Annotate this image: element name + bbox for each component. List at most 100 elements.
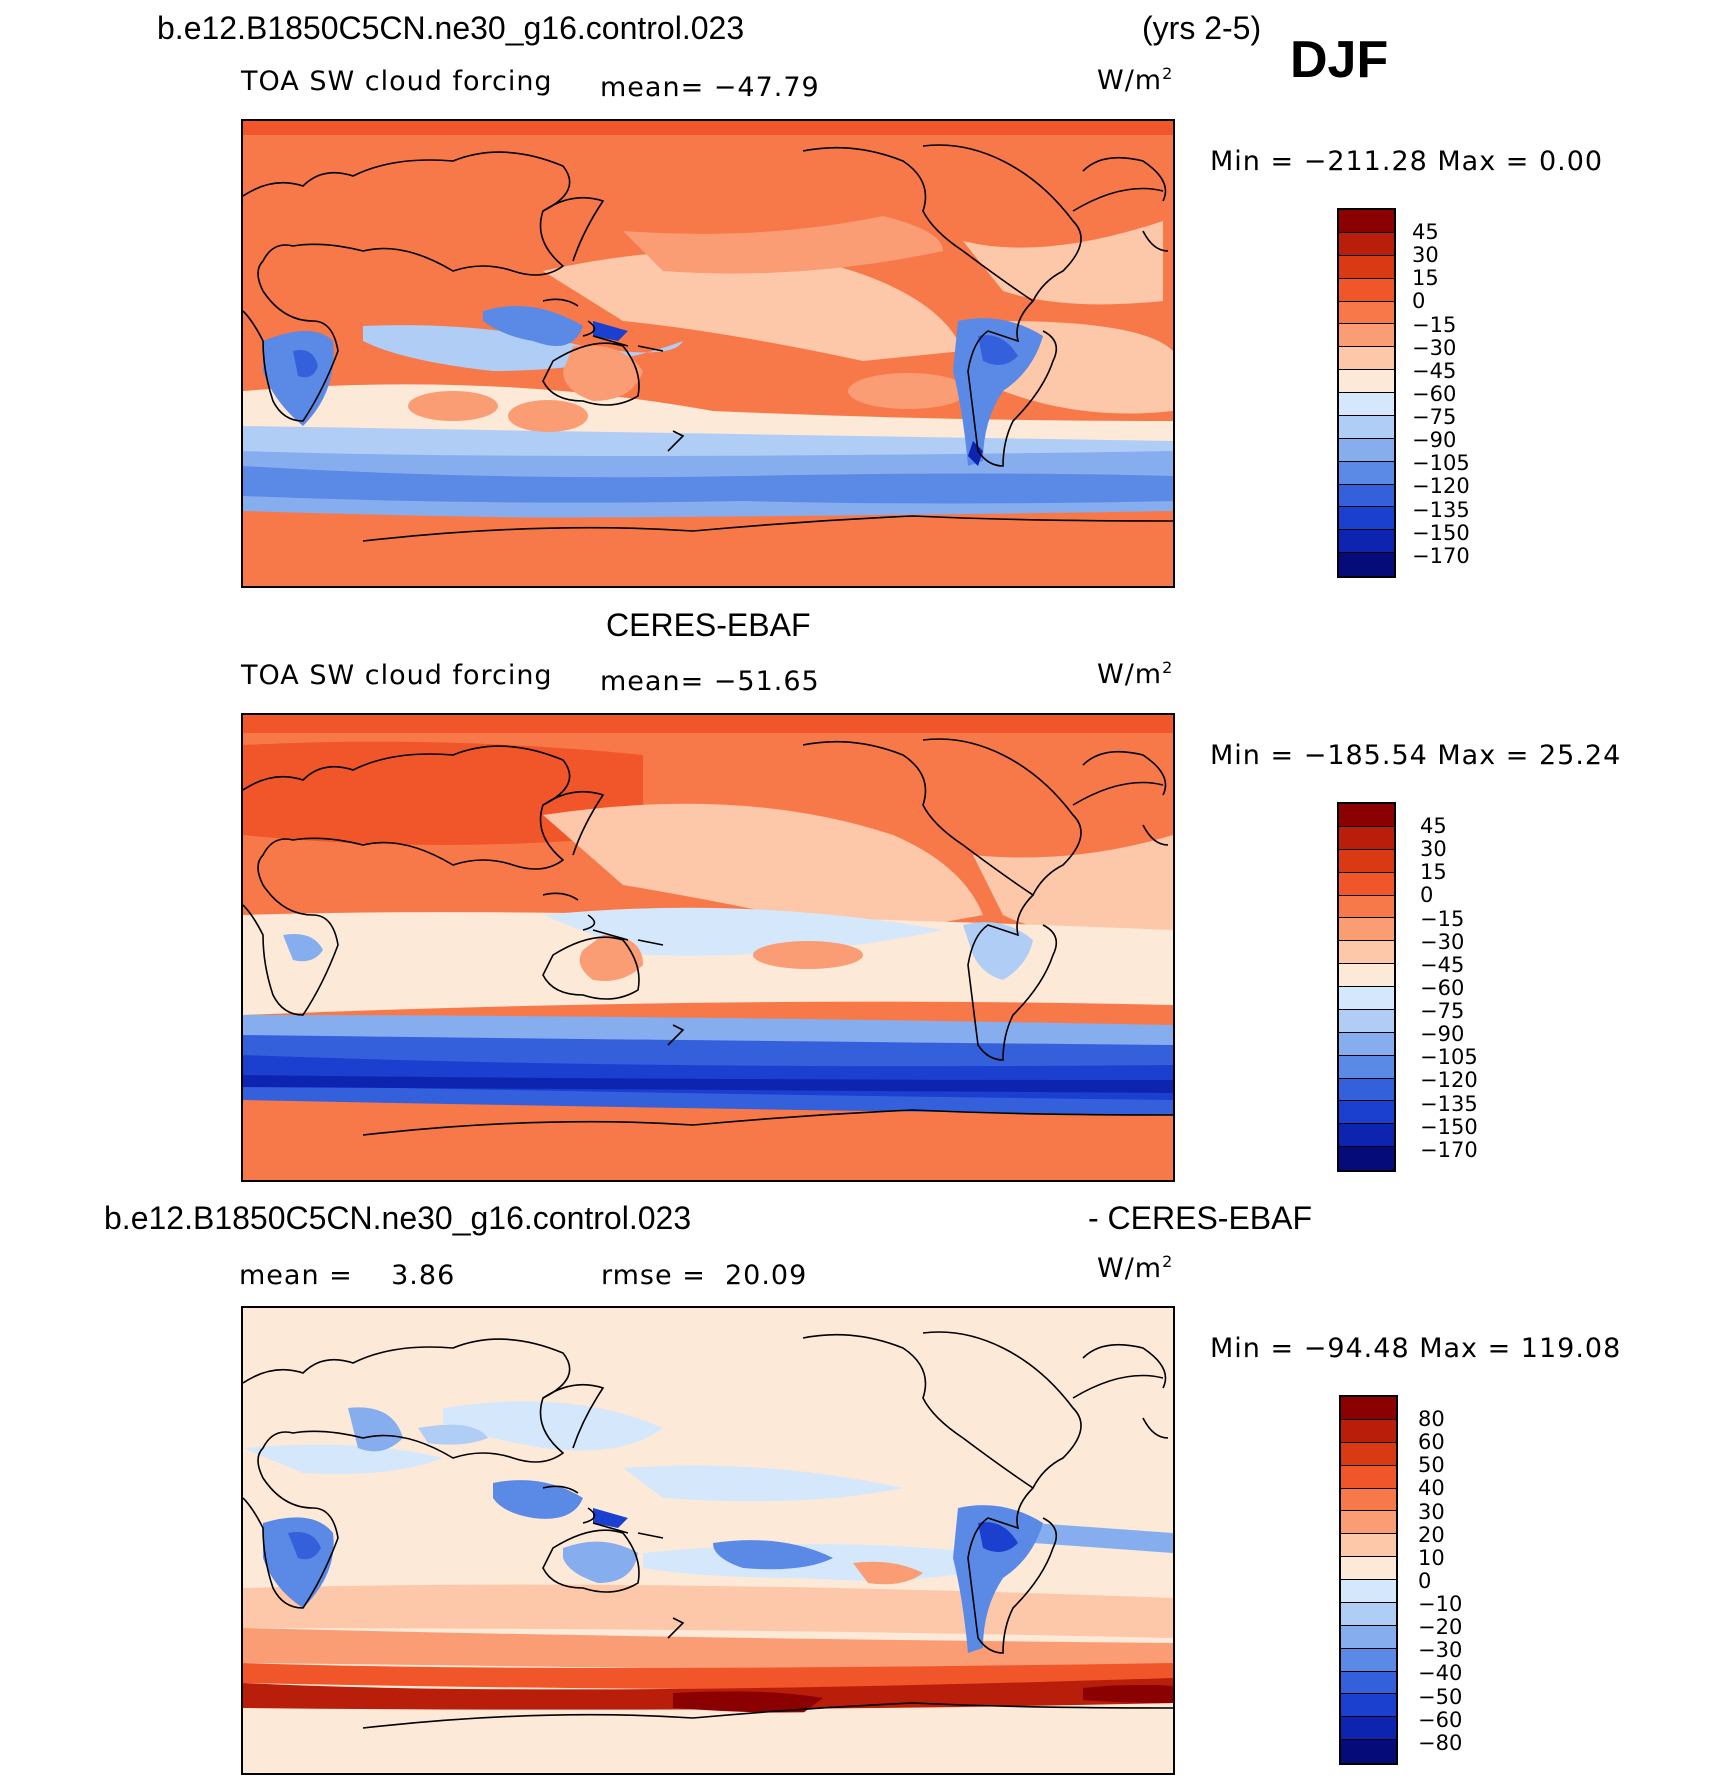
colorbar-tick-label: −150	[1412, 520, 1470, 545]
colorbar-swatch	[1339, 1078, 1394, 1102]
colorbar-tick-label: −30	[1420, 929, 1465, 954]
colorbar-swatch	[1339, 918, 1394, 942]
colorbar-tick-label: 40	[1418, 1476, 1445, 1501]
colorbar-swatch	[1339, 530, 1394, 554]
panel2-mean-label: mean=	[600, 666, 705, 697]
colorbar-tick-label: 50	[1418, 1453, 1445, 1478]
colorbar-tick-label: −90	[1412, 428, 1457, 453]
colorbar-swatch	[1339, 255, 1394, 279]
colorbar-swatch	[1341, 1648, 1396, 1672]
panel3-mean-label: mean =	[239, 1260, 353, 1291]
panel3-rmse: rmse = 20.09	[601, 1260, 807, 1291]
colorbar-swatch	[1341, 1419, 1396, 1443]
colorbar-tick-label: −30	[1418, 1638, 1463, 1663]
colorbar-swatch	[1341, 1602, 1396, 1626]
panel2-units-base: W/m	[1097, 659, 1163, 690]
colorbar-swatch	[1339, 826, 1394, 850]
colorbar-swatch	[1341, 1465, 1396, 1489]
colorbar-swatch	[1339, 232, 1394, 256]
colorbar-tick-label: 20	[1418, 1522, 1445, 1547]
colorbar-swatch	[1339, 370, 1394, 393]
colorbar-tick-label: −170	[1420, 1137, 1478, 1162]
panel3-rmse-label: rmse =	[601, 1260, 706, 1291]
panel1-map	[241, 119, 1175, 588]
colorbar-tick-label: −30	[1412, 335, 1457, 360]
panel3-mean: mean = 3.86	[239, 1260, 455, 1291]
colorbar-swatch	[1339, 484, 1394, 508]
colorbar-tick-label: 30	[1418, 1499, 1445, 1524]
colorbar-swatch	[1339, 1101, 1394, 1125]
colorbar-tick-label: −40	[1418, 1661, 1463, 1686]
panel2-map	[241, 713, 1175, 1182]
panel2-title: CERES-EBAF	[606, 607, 811, 643]
colorbar-swatch	[1339, 895, 1394, 919]
colorbar-tick-label: 80	[1418, 1407, 1445, 1431]
colorbar-swatch	[1339, 553, 1394, 576]
colorbar-tick-label: −45	[1412, 358, 1457, 383]
panel1-mean-value: −47.79	[713, 72, 820, 103]
panel3-title-right: - CERES-EBAF	[1088, 1200, 1313, 1236]
colorbar-tick-label: −15	[1420, 906, 1465, 931]
colorbar-tick-label: −120	[1420, 1068, 1478, 1093]
colorbar-swatch	[1339, 438, 1394, 462]
colorbar-swatch	[1339, 872, 1394, 896]
colorbar-swatch	[1341, 1740, 1396, 1763]
colorbar-swatch	[1339, 210, 1394, 233]
colorbar-tick-label: 30	[1420, 837, 1447, 862]
colorbar-tick-label: −75	[1412, 405, 1457, 429]
panel2-variable: TOA SW cloud forcing	[241, 660, 553, 691]
colorbar-tick-label: −15	[1412, 312, 1457, 337]
colorbar-tick-label: −120	[1412, 474, 1470, 499]
colorbar-tick-label: −90	[1420, 1022, 1465, 1047]
panel1-units-base: W/m	[1097, 65, 1163, 96]
colorbar-tick-label: −60	[1420, 975, 1465, 1000]
colorbar-swatch	[1341, 1397, 1396, 1420]
colorbar-swatch	[1341, 1534, 1396, 1558]
colorbar-tick-label: −80	[1418, 1730, 1463, 1755]
colorbar-tick-label: 0	[1412, 289, 1426, 314]
colorbar-swatch	[1339, 804, 1394, 827]
colorbar-tick-label: 45	[1420, 814, 1447, 838]
colorbar-swatch	[1339, 1032, 1394, 1056]
colorbar-swatch	[1339, 324, 1394, 348]
colorbar-tick-label: 15	[1412, 266, 1439, 291]
colorbar-tick-label: −170	[1412, 543, 1470, 568]
colorbar-swatch	[1341, 1580, 1396, 1603]
panel2-mean-value: −51.65	[713, 666, 820, 697]
colorbar-tick-label: −105	[1420, 1045, 1478, 1070]
panel1-minmax: Min = −211.28 Max = 0.00	[1210, 146, 1604, 177]
colorbar-tick-label: −10	[1418, 1592, 1463, 1616]
colorbar-swatch	[1339, 507, 1394, 531]
colorbar-swatch	[1339, 301, 1394, 325]
case-title: b.e12.B1850C5CN.ne30_g16.control.023	[157, 10, 745, 46]
season-label: DJF	[1290, 31, 1389, 89]
colorbar-swatch	[1341, 1488, 1396, 1512]
colorbar-swatch	[1341, 1625, 1396, 1649]
colorbar-tick-label: −135	[1412, 497, 1470, 522]
panel3-units-base: W/m	[1097, 1253, 1163, 1284]
colorbar-swatch	[1339, 347, 1394, 371]
colorbar-swatch	[1341, 1511, 1396, 1535]
colorbar-swatch	[1341, 1442, 1396, 1466]
colorbar-tick-label: 10	[1418, 1545, 1445, 1570]
colorbar-swatch	[1339, 987, 1394, 1010]
panel2-minmax: Min = −185.54 Max = 25.24	[1210, 740, 1622, 771]
panel3-colorbar	[1339, 1395, 1398, 1765]
colorbar-swatch	[1339, 278, 1394, 302]
colorbar-swatch	[1341, 1717, 1396, 1741]
colorbar-tick-label: −60	[1418, 1707, 1463, 1732]
colorbar-swatch	[1341, 1694, 1396, 1718]
panel1-mean: mean= −47.79	[600, 72, 820, 103]
colorbar-swatch	[1339, 393, 1394, 416]
panel3-minmax: Min = −94.48 Max = 119.08	[1210, 1333, 1622, 1364]
panel1-colorbar	[1337, 208, 1396, 578]
colorbar-tick-label: 0	[1420, 883, 1434, 908]
colorbar-swatch	[1339, 849, 1394, 873]
colorbar-tick-label: 15	[1420, 860, 1447, 885]
colorbar-swatch	[1339, 941, 1394, 965]
colorbar-swatch	[1339, 1124, 1394, 1148]
colorbar-tick-label: −50	[1418, 1684, 1463, 1709]
colorbar-tick-label: 45	[1412, 220, 1439, 244]
panel1-units: W/m2	[1097, 64, 1173, 96]
panel2-mean: mean= −51.65	[600, 666, 820, 697]
